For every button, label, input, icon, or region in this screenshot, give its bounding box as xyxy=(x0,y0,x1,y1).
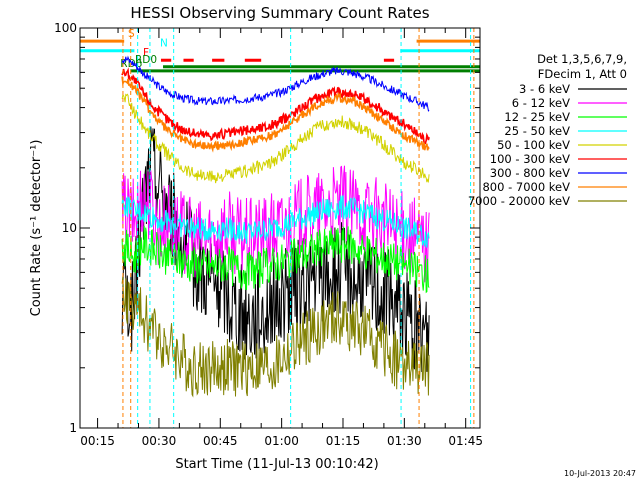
legend-entry-label: 800 - 7000 keV xyxy=(482,180,570,194)
legend-entry-label: 12 - 25 keV xyxy=(504,110,570,124)
y-tick-label: 10 xyxy=(62,221,77,235)
footer-timestamp: 10-Jul-2013 20:47 xyxy=(564,469,636,478)
legend: Det 1,3,5,6,7,9, FDecim 1, Att 0 3 - 6 k… xyxy=(468,52,627,208)
x-tick-label: 01:45 xyxy=(448,434,483,448)
x-tick-label: 01:15 xyxy=(326,434,361,448)
x-tick-label: 00:45 xyxy=(203,434,238,448)
x-axis-label: Start Time (11-Jul-13 00:10:42) xyxy=(175,457,378,472)
legend-entry-label: 6 - 12 keV xyxy=(512,96,570,110)
series-line-6 xyxy=(121,67,430,145)
x-tick-label: 00:15 xyxy=(80,434,115,448)
flag-label-s: S xyxy=(128,28,135,40)
legend-header-line-1: Det 1,3,5,6,7,9, xyxy=(537,52,627,66)
axes-layer: 1 10 100 00:15 00:30 00:45 01:00 01:15 01:30 01:4… xyxy=(54,21,483,448)
legend-header-line-2: FDecim 1, Att 0 xyxy=(538,67,627,81)
series-line-1 xyxy=(121,126,430,373)
series-line-3 xyxy=(121,225,430,294)
flag-label-rd0: RD0 xyxy=(135,54,157,66)
y-tick-label: 1 xyxy=(69,421,77,435)
chart-title: HESSI Observing Summary Count Rates xyxy=(130,4,429,22)
x-tick-label: 01:30 xyxy=(387,434,422,448)
legend-entry-label: 7000 - 20000 keV xyxy=(468,194,570,208)
flag-label-f: F xyxy=(143,47,149,59)
x-tick-label: 01:00 xyxy=(264,434,299,448)
legend-entry-label: 3 - 6 keV xyxy=(519,82,570,96)
y-tick-label: 100 xyxy=(54,21,77,35)
legend-entry-label: 50 - 100 keV xyxy=(497,138,570,152)
vertical-line-layer xyxy=(122,28,475,428)
series-line-7 xyxy=(121,55,430,112)
legend-entry-label: 100 - 300 keV xyxy=(490,152,570,166)
y-axis-label: Count Rate (s⁻¹ detector⁻¹) xyxy=(29,140,44,317)
legend-entry-label: 300 - 800 keV xyxy=(490,166,570,180)
legend-entry-label: 25 - 50 keV xyxy=(504,124,570,138)
x-tick-label: 00:30 xyxy=(142,434,177,448)
flag-label-n: N xyxy=(160,38,168,50)
